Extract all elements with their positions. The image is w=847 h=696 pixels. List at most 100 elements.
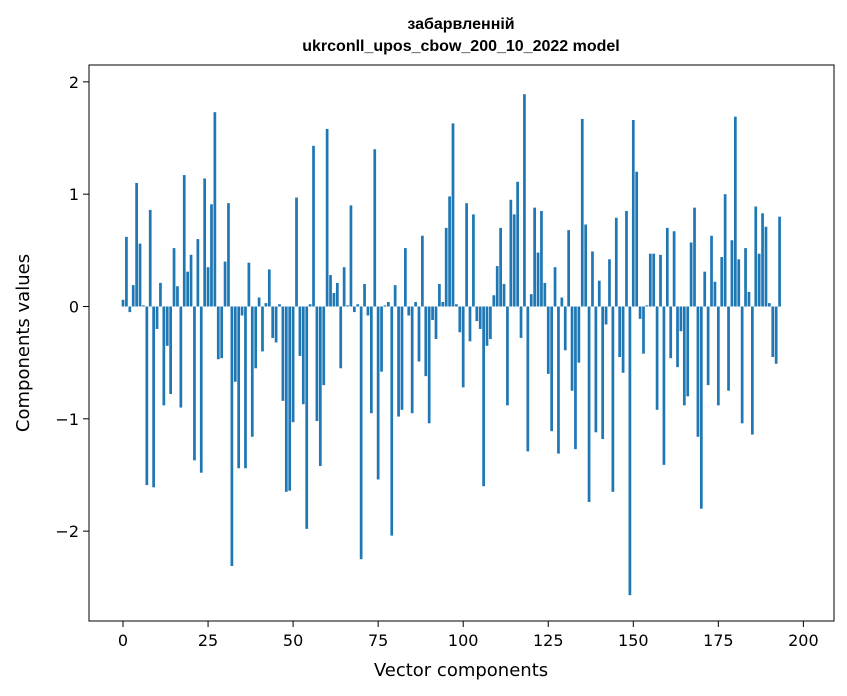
- bar: [665, 227, 669, 307]
- bar: [393, 285, 397, 307]
- bar: [261, 306, 264, 352]
- bar: [546, 306, 550, 374]
- bar: [301, 306, 305, 405]
- bar: [553, 267, 557, 307]
- bar: [509, 199, 513, 307]
- bar: [533, 207, 536, 307]
- bar: [512, 214, 516, 307]
- bar: [135, 182, 138, 307]
- bar: [580, 118, 584, 307]
- bar: [125, 236, 128, 307]
- x-tick-label: 25: [198, 631, 218, 650]
- bar: [458, 306, 462, 333]
- x-tick-label: 175: [703, 631, 734, 650]
- bar: [682, 306, 686, 406]
- bar: [179, 306, 183, 408]
- bar: [203, 178, 207, 307]
- bar: [574, 306, 577, 450]
- bar: [155, 306, 159, 329]
- bar: [543, 282, 547, 307]
- bars-group: [121, 94, 781, 596]
- bar: [240, 306, 244, 316]
- bar: [131, 285, 135, 307]
- bar: [257, 297, 261, 307]
- bar: [751, 306, 754, 435]
- bar: [686, 306, 690, 397]
- bar: [414, 302, 417, 307]
- bar: [264, 303, 268, 307]
- bar: [162, 306, 166, 406]
- bar: [706, 306, 710, 386]
- y-tick-label: −1: [55, 410, 79, 429]
- bar: [492, 295, 496, 307]
- bar: [597, 280, 601, 307]
- bar: [220, 306, 224, 359]
- x-tick-label: 100: [448, 631, 479, 650]
- bar: [604, 306, 608, 325]
- bar: [322, 306, 326, 386]
- bar: [506, 306, 509, 406]
- bar: [655, 306, 659, 410]
- bar: [404, 248, 407, 307]
- bar: [523, 94, 526, 307]
- bar: [669, 306, 673, 359]
- bar: [710, 235, 713, 307]
- y-tick-label: 0: [69, 297, 79, 316]
- y-axis-label: Components values: [13, 254, 34, 432]
- bar: [744, 248, 747, 307]
- x-tick-label: 0: [118, 631, 128, 650]
- bar: [563, 306, 567, 351]
- bar: [223, 261, 227, 307]
- bar: [560, 297, 564, 307]
- bar: [424, 306, 428, 377]
- bar: [305, 306, 309, 529]
- bar: [485, 306, 489, 346]
- bar: [489, 306, 492, 340]
- bar: [679, 306, 683, 332]
- bar: [625, 211, 628, 307]
- bar: [196, 239, 200, 307]
- bar: [417, 306, 421, 362]
- bar: [380, 306, 383, 372]
- bar: [754, 206, 758, 307]
- bar: [482, 306, 485, 487]
- bar: [628, 306, 632, 596]
- bar: [716, 306, 720, 406]
- bar: [410, 306, 414, 414]
- bar: [662, 306, 666, 465]
- bar: [397, 306, 400, 417]
- bar: [193, 306, 196, 461]
- bar: [499, 227, 502, 307]
- bar: [601, 306, 605, 440]
- bar: [152, 306, 155, 488]
- bar: [696, 306, 700, 437]
- bar: [308, 304, 312, 307]
- bar: [352, 306, 356, 313]
- bar: [618, 306, 622, 358]
- bar: [451, 123, 455, 307]
- bar: [274, 306, 278, 343]
- bar: [339, 306, 343, 369]
- bar: [159, 282, 162, 307]
- bar: [438, 284, 441, 307]
- bar: [400, 306, 404, 410]
- bar: [591, 251, 594, 307]
- bar: [529, 294, 533, 307]
- bar: [570, 306, 574, 391]
- bar: [441, 302, 445, 307]
- bar: [325, 129, 329, 307]
- bar: [536, 252, 540, 307]
- bar: [284, 306, 288, 492]
- bar: [332, 293, 336, 307]
- bar: [502, 284, 506, 307]
- bar: [631, 120, 635, 307]
- bar: [295, 197, 298, 307]
- x-tick-label: 200: [788, 631, 819, 650]
- bar: [369, 306, 373, 414]
- bar: [720, 257, 724, 307]
- bar: [366, 306, 370, 316]
- bar: [312, 145, 315, 307]
- bar: [346, 305, 349, 307]
- bar: [611, 306, 615, 492]
